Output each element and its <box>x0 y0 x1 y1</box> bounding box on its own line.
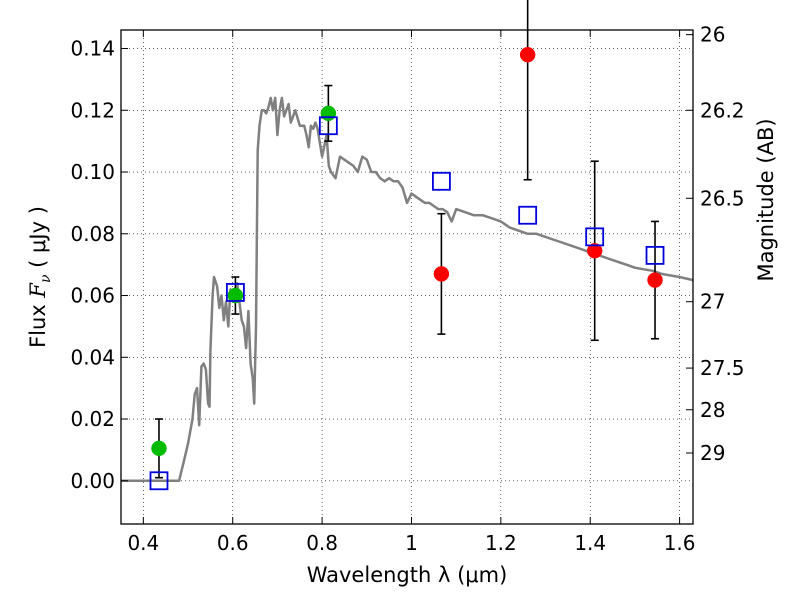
x-tick-label: 1 <box>405 531 418 555</box>
observed-point-red <box>586 243 603 259</box>
model-spectrum-line <box>121 96 694 483</box>
y-tick-label: 0.04 <box>70 345 115 369</box>
observed-point-green <box>151 440 167 457</box>
y-tick-label: 0.06 <box>70 284 115 308</box>
right-tick-label: 26 <box>700 23 725 47</box>
observed-point-red <box>433 266 450 282</box>
tick-marks <box>121 30 693 524</box>
y-tick-label: 0.10 <box>70 160 115 184</box>
model-photometry-square <box>432 171 451 191</box>
y-axis-label-left: Flux Fν ( μJy ) <box>26 206 54 348</box>
x-tick-label: 1.2 <box>485 531 517 555</box>
right-tick-label: 26.5 <box>700 186 745 210</box>
right-tick-label: 29 <box>700 441 725 465</box>
observed-point-red <box>647 272 663 288</box>
y-tick-label: 0.02 <box>70 407 115 431</box>
right-tick-label: 27 <box>700 290 725 314</box>
plot-series <box>121 0 694 491</box>
grid-lines <box>121 30 693 524</box>
plot-frame <box>120 29 694 525</box>
model-photometry-square <box>585 227 605 247</box>
x-axis-label: Wavelength λ (μm) <box>307 563 508 587</box>
right-tick-label: 26.2 <box>700 98 745 122</box>
x-tick-label: 0.8 <box>306 531 338 555</box>
x-tick-label: 1.4 <box>574 531 606 555</box>
model-photometry-square <box>645 245 665 265</box>
observed-point-red <box>519 46 536 63</box>
right-tick-label: 28 <box>700 398 725 422</box>
tick-labels: 0.4 0.6 0.8 1 1.2 1.4 1.6 0.00 0.02 0.04 0.06 0.08 0… <box>70 23 744 555</box>
y-tick-label: 0.12 <box>70 98 115 122</box>
x-tick-label: 1.6 <box>664 531 696 555</box>
model-photometry-square <box>318 116 338 136</box>
observed-point-green <box>227 287 244 304</box>
observed-point-green <box>320 105 337 122</box>
x-tick-label: 0.6 <box>217 531 249 555</box>
right-tick-label: 27.5 <box>700 356 745 380</box>
x-tick-label: 0.4 <box>127 531 159 555</box>
model-photometry-square <box>149 471 169 491</box>
model-photometry-square <box>518 205 538 225</box>
y-tick-label: 0.14 <box>70 37 115 61</box>
y-tick-label: 0.00 <box>70 469 115 493</box>
model-photometry-square <box>225 283 245 302</box>
y-axis-label-right: Magnitude (AB) <box>754 118 778 281</box>
y-tick-label: 0.08 <box>70 222 115 246</box>
